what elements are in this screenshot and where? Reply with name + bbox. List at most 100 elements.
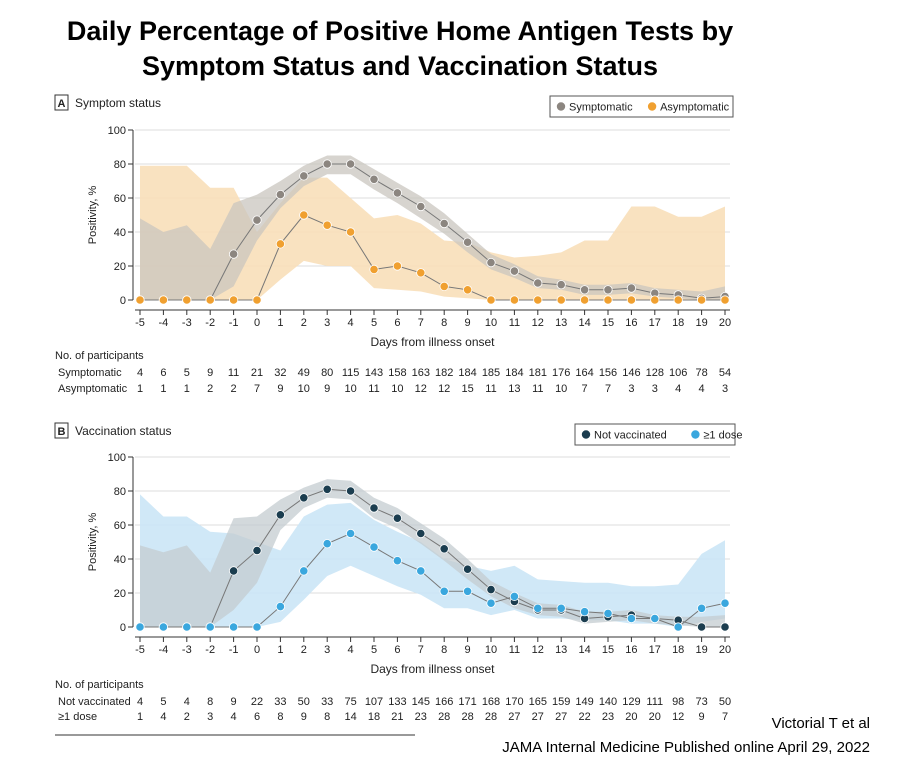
participant-count: 133	[388, 696, 406, 708]
y-tick-label: 40	[114, 554, 126, 566]
x-tick-label: 19	[695, 317, 707, 329]
confidence-band-1	[140, 494, 725, 627]
participant-count: 12	[438, 383, 450, 395]
participants-row-label: ≥1 dose	[58, 711, 97, 723]
participant-count: 170	[505, 696, 523, 708]
data-point	[439, 218, 449, 229]
title-line-2: Symptom Status and Vaccination Status	[141, 51, 659, 81]
participant-count: 20	[625, 711, 637, 723]
participant-count: 49	[298, 367, 310, 379]
participant-count: 3	[722, 383, 728, 395]
participant-count: 9	[699, 711, 705, 723]
citation-journal: JAMA Internal Medicine Published online …	[502, 739, 870, 756]
x-tick-label: 8	[441, 317, 447, 329]
data-point	[486, 584, 496, 595]
data-point	[696, 295, 707, 305]
x-tick-label: 20	[719, 644, 731, 656]
data-point	[275, 190, 285, 200]
x-tick-label: -2	[205, 317, 215, 329]
legend	[574, 423, 736, 446]
data-point	[182, 622, 192, 632]
data-point	[603, 295, 613, 305]
data-point	[416, 566, 426, 576]
data-point	[322, 159, 332, 169]
participant-count: 8	[207, 696, 213, 708]
y-tick-label: 60	[114, 193, 126, 205]
y-tick-label: 80	[114, 486, 126, 498]
data-point	[720, 598, 730, 608]
participant-count: 4	[675, 383, 681, 395]
x-tick-label: 0	[254, 644, 260, 656]
legend-label: Not vaccinated	[594, 430, 667, 442]
x-tick-label: 5	[371, 644, 377, 656]
participant-count: 98	[672, 696, 684, 708]
participant-count: 21	[391, 711, 403, 723]
page-title: Daily Percentage of Positive Home Antige…	[0, 14, 800, 84]
confidence-band-0	[140, 479, 725, 627]
participant-count: 33	[321, 696, 333, 708]
participant-count: 165	[529, 696, 547, 708]
y-tick-label: 0	[120, 622, 126, 634]
participant-count: 23	[415, 711, 427, 723]
participant-count: 9	[231, 696, 237, 708]
participant-count: 158	[388, 367, 406, 379]
participant-count: 9	[301, 711, 307, 723]
panel-title: Vaccination status	[75, 424, 172, 438]
data-point	[462, 564, 473, 574]
participant-count: 1	[137, 383, 143, 395]
legend-label: Symptomatic	[569, 102, 633, 114]
data-point	[158, 295, 168, 305]
x-tick-label: 13	[555, 317, 567, 329]
y-axis-label: Positivity, %	[87, 513, 99, 572]
x-tick-label: 3	[324, 317, 330, 329]
participant-count: 1	[184, 383, 190, 395]
data-point	[158, 622, 168, 632]
participant-count: 7	[722, 711, 728, 723]
participant-count: 28	[438, 711, 450, 723]
data-point	[650, 613, 660, 624]
data-point	[533, 295, 543, 305]
data-point	[509, 295, 520, 305]
data-point	[720, 295, 730, 305]
participants-heading: No. of participants	[55, 350, 144, 362]
x-tick-label: 5	[371, 317, 377, 329]
participant-count: 146	[622, 367, 640, 379]
x-tick-label: 20	[719, 317, 731, 329]
participant-count: 12	[672, 711, 684, 723]
participant-count: 156	[599, 367, 617, 379]
citation-author: Victorial T et al	[771, 715, 870, 732]
participant-count: 2	[207, 383, 213, 395]
x-tick-label: 14	[578, 317, 590, 329]
data-point	[439, 586, 449, 596]
x-tick-label: -1	[229, 317, 239, 329]
x-tick-label: 1	[277, 644, 283, 656]
data-point	[486, 295, 496, 305]
x-tick-label: 16	[625, 644, 637, 656]
participant-count: 28	[485, 711, 497, 723]
data-point	[509, 266, 520, 276]
data-point	[392, 513, 402, 523]
data-point	[626, 613, 637, 624]
data-point	[322, 484, 332, 494]
x-tick-label: -3	[182, 644, 192, 656]
participant-count: 75	[344, 696, 356, 708]
data-point	[252, 215, 262, 225]
data-point	[392, 188, 402, 198]
participant-count: 182	[435, 367, 453, 379]
participant-count: 27	[555, 711, 567, 723]
x-tick-label: 11	[509, 644, 520, 656]
x-tick-label: 9	[465, 644, 471, 656]
participant-count: 6	[160, 367, 166, 379]
data-point	[229, 566, 239, 576]
x-tick-label: -4	[159, 644, 169, 656]
x-tick-label: -5	[135, 644, 145, 656]
participant-count: 6	[254, 711, 260, 723]
data-point	[322, 539, 332, 549]
participant-count: 15	[461, 383, 473, 395]
data-point	[392, 556, 402, 566]
data-point	[462, 586, 473, 596]
data-point	[579, 295, 590, 305]
x-tick-label: 14	[578, 644, 590, 656]
participant-count: 4	[137, 696, 143, 708]
